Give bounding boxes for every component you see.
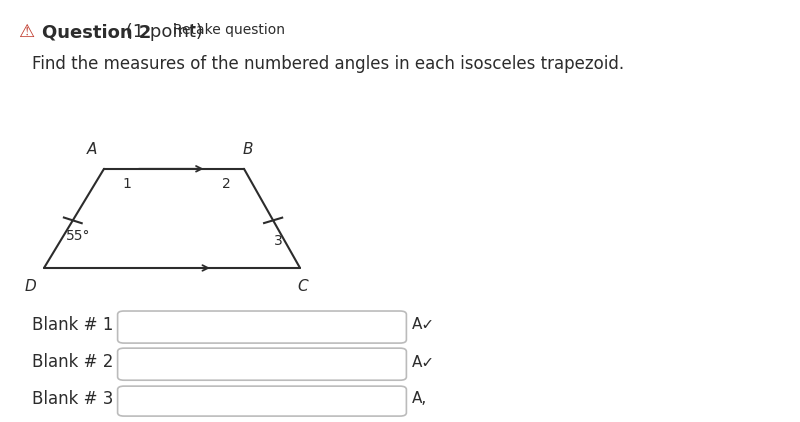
Text: Blank # 3: Blank # 3	[32, 390, 114, 408]
Text: Find the measures of the numbered angles in each isosceles trapezoid.: Find the measures of the numbered angles…	[32, 55, 624, 73]
Text: A: A	[87, 142, 97, 157]
Text: C: C	[297, 279, 308, 294]
Text: B: B	[242, 142, 254, 157]
Text: Blank # 1: Blank # 1	[32, 316, 114, 334]
Text: D: D	[25, 279, 36, 294]
Text: 3: 3	[274, 233, 282, 248]
Text: Question 2: Question 2	[42, 23, 151, 41]
Text: 55°: 55°	[66, 229, 91, 243]
Text: Retake question: Retake question	[173, 23, 285, 37]
Text: 2: 2	[222, 176, 230, 191]
Text: (1 point): (1 point)	[120, 23, 209, 41]
Text: A✓: A✓	[412, 354, 435, 370]
Text: ⚠: ⚠	[18, 23, 34, 41]
Text: A,: A,	[412, 391, 427, 406]
Text: Blank # 2: Blank # 2	[32, 353, 114, 371]
Text: A✓: A✓	[412, 317, 435, 333]
Text: 1: 1	[122, 176, 131, 191]
